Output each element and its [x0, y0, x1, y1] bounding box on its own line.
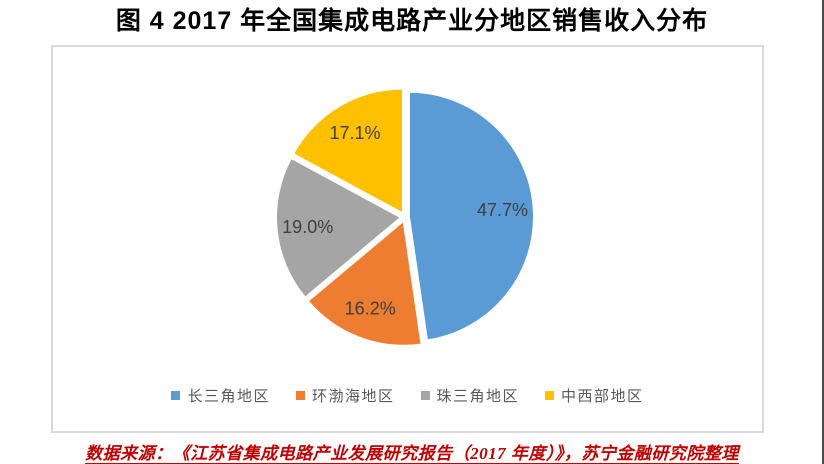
- pie-slice: [306, 219, 423, 347]
- pie-chart: 47.7% 16.2% 19.0% 17.1%: [275, 87, 535, 347]
- pie-label: 16.2%: [345, 298, 396, 318]
- pie-label: 17.1%: [329, 123, 380, 143]
- right-edge-line: [822, 0, 824, 464]
- legend-label: 环渤海地区: [311, 388, 395, 405]
- legend-swatch-icon: [420, 391, 430, 400]
- pie-slice: [407, 90, 535, 342]
- legend-swatch-icon: [545, 391, 555, 400]
- legend-item: 环渤海地区: [295, 385, 395, 406]
- legend-swatch-icon: [295, 391, 305, 400]
- legend-item: 珠三角地区: [420, 385, 520, 406]
- legend-label: 中西部地区: [561, 388, 644, 405]
- pie-slice: [292, 87, 404, 215]
- pie-label: 19.0%: [282, 217, 333, 237]
- legend-item: 中西部地区: [545, 385, 644, 406]
- chart-title: 图 4 2017 年全国集成电路产业分地区销售收入分布: [115, 7, 709, 35]
- legend-item: 长三角地区: [171, 385, 270, 406]
- legend-swatch-icon: [171, 391, 181, 400]
- legend-label: 珠三角地区: [436, 388, 520, 405]
- legend-label: 长三角地区: [187, 388, 270, 405]
- pie-label: 47.7%: [477, 200, 528, 220]
- data-source-note: 数据来源：《江苏省集成电路产业发展研究报告（2017 年度）》，苏宁金融研究院整…: [85, 444, 739, 463]
- chart-legend: 长三角地区 环渤海地区 珠三角地区 中西部地区: [53, 385, 762, 406]
- pie-slice: [275, 156, 403, 299]
- chart-area: 47.7% 16.2% 19.0% 17.1% 长三角地区 环渤海地区 珠三角地区 中西部地…: [51, 45, 764, 433]
